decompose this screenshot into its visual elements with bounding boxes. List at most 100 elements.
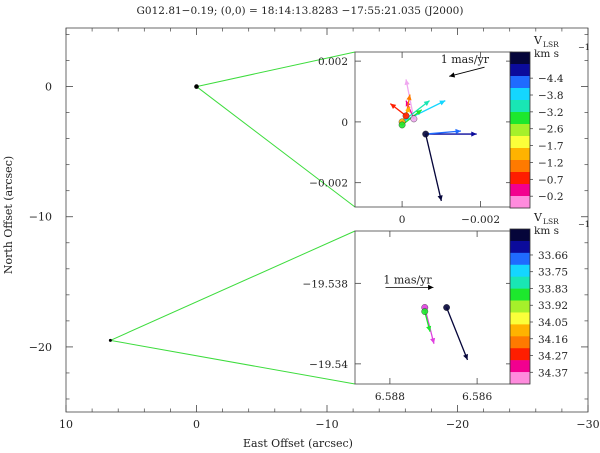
colorbar-swatch <box>510 240 530 254</box>
motion-arrow-head <box>430 337 436 344</box>
inset-frame <box>354 51 513 208</box>
motion-arrow-head <box>437 195 443 201</box>
inset-upper: 0 −0.002 0.002 0 −0.002 1 mas/yr −4.4 −3.8 −3.2 −… <box>309 34 590 226</box>
motion-arrow-head <box>405 106 410 113</box>
colorbar-swatch <box>510 229 530 242</box>
colorbar-label: −1.7 <box>538 141 564 153</box>
motion-arrow-shaft <box>425 133 442 202</box>
scale-bar-arrow <box>385 284 434 290</box>
motion-arrow-head <box>415 109 422 116</box>
motion-arrow <box>425 133 443 202</box>
maser-spot <box>421 308 429 315</box>
colorbar-swatch <box>510 372 530 385</box>
colorbar-swatch <box>510 360 530 373</box>
connector-line <box>110 230 356 341</box>
inset-frame <box>354 230 513 385</box>
motion-arrow-head <box>439 100 446 106</box>
motion-arrow-head <box>449 72 456 78</box>
y-tick-label: −20 <box>29 341 52 354</box>
connector-line <box>196 86 356 208</box>
inset-x-tick-label: 6.586 <box>462 391 492 403</box>
colorbar-label: −0.2 <box>538 191 564 203</box>
colorbar-title-sub: LSR <box>543 40 559 49</box>
colorbar-swatch <box>510 112 530 125</box>
motion-arrow-head <box>463 353 468 360</box>
colorbar-swatch <box>510 264 530 277</box>
colorbar-swatch <box>510 288 530 301</box>
colorbar-swatch <box>510 52 530 65</box>
colorbar-label: −0.7 <box>538 174 564 186</box>
connector-line <box>110 339 356 385</box>
inset-y-tick-label: −19.54 <box>309 359 348 371</box>
colorbar-label: 34.05 <box>538 317 568 329</box>
colorbar-swatch <box>510 276 530 289</box>
colorbar-label: 34.27 <box>538 351 568 363</box>
inset-y-tick-label: 0 <box>341 117 348 129</box>
colorbar-title: V <box>533 34 543 47</box>
x-tick-label: 0 <box>193 418 200 431</box>
colorbar-swatch <box>510 184 530 197</box>
scale-bar-arrow <box>449 66 485 78</box>
motion-arrow-shaft <box>445 307 469 361</box>
inset-x-tick-label: −0.002 <box>461 214 500 226</box>
x-tick-label: 10 <box>59 418 73 431</box>
motion-arrow-head <box>428 284 434 290</box>
motion-arrow-head <box>455 128 461 135</box>
inset-x-tick-label: 0 <box>399 214 406 226</box>
colorbar-label: 33.66 <box>538 250 568 262</box>
colorbar-frame <box>509 51 531 209</box>
colorbar-label: −1.2 <box>538 157 564 169</box>
colorbar-swatch <box>510 64 530 77</box>
inset-x-tick-label: 6.588 <box>375 391 405 403</box>
inset-y-tick-label: −19.538 <box>302 278 348 290</box>
x-axis-label: East Offset (arcsec) <box>243 437 353 450</box>
x-tick-label: −30 <box>576 418 599 431</box>
colorbar-title: V <box>533 211 543 224</box>
colorbar-swatch <box>510 160 530 173</box>
inset-y-tick-label: 0.002 <box>318 56 348 68</box>
motion-arrow-shaft <box>449 66 485 77</box>
chart-title: G012.81−0.19; (0,0) = 18:14:13.8283 −17:… <box>137 5 464 17</box>
motion-arrow-head <box>426 325 432 332</box>
motion-arrow-head <box>390 103 397 110</box>
colorbar-label: 33.83 <box>538 283 568 295</box>
motion-arrow <box>401 100 446 123</box>
colorbar-swatch <box>510 100 530 113</box>
maser-spot <box>398 121 406 129</box>
colorbar-unit: km s <box>534 48 559 60</box>
motion-arrow-head <box>423 100 430 106</box>
colorbar-label: 34.37 <box>538 367 568 379</box>
colorbar-swatch <box>510 348 530 361</box>
main-axes-frame: 10 0 −10 −20 −300−10−20 <box>29 27 600 431</box>
maser-spot <box>402 112 410 120</box>
connector-line <box>196 51 356 88</box>
maser-spot <box>443 304 450 311</box>
colorbar-frame <box>509 228 531 385</box>
scale-bar-label: 1 mas/yr <box>441 53 490 66</box>
colorbar-label: −2.6 <box>538 124 564 136</box>
colorbar-label: −4.4 <box>538 73 564 85</box>
colorbar-unit-exponent: −1 <box>578 43 590 52</box>
colorbar-swatch <box>510 76 530 89</box>
colorbar-label: 33.75 <box>538 267 568 279</box>
colorbar-label: 34.16 <box>538 334 568 346</box>
motion-arrow-head <box>471 131 477 137</box>
colorbar-swatch <box>510 324 530 337</box>
maser-position-point <box>108 338 112 342</box>
colorbar-label: −3.8 <box>538 90 564 102</box>
motion-arrow-head <box>404 79 410 86</box>
colorbar-swatch <box>510 336 530 349</box>
maser-spot <box>422 130 430 138</box>
inset-y-tick-label: −0.002 <box>309 178 348 190</box>
colorbar-swatch <box>510 136 530 149</box>
colorbar-swatch <box>510 88 530 101</box>
colorbar-swatch <box>510 312 530 325</box>
y-axis-label: North Offset (arcsec) <box>2 156 15 274</box>
colorbar-swatch <box>510 300 530 313</box>
motion-arrow <box>425 131 477 137</box>
colorbar-unit: km s <box>534 225 559 237</box>
motion-arrow <box>445 307 469 361</box>
x-tick-label: −10 <box>315 418 338 431</box>
motion-arrow-shaft <box>425 130 462 135</box>
